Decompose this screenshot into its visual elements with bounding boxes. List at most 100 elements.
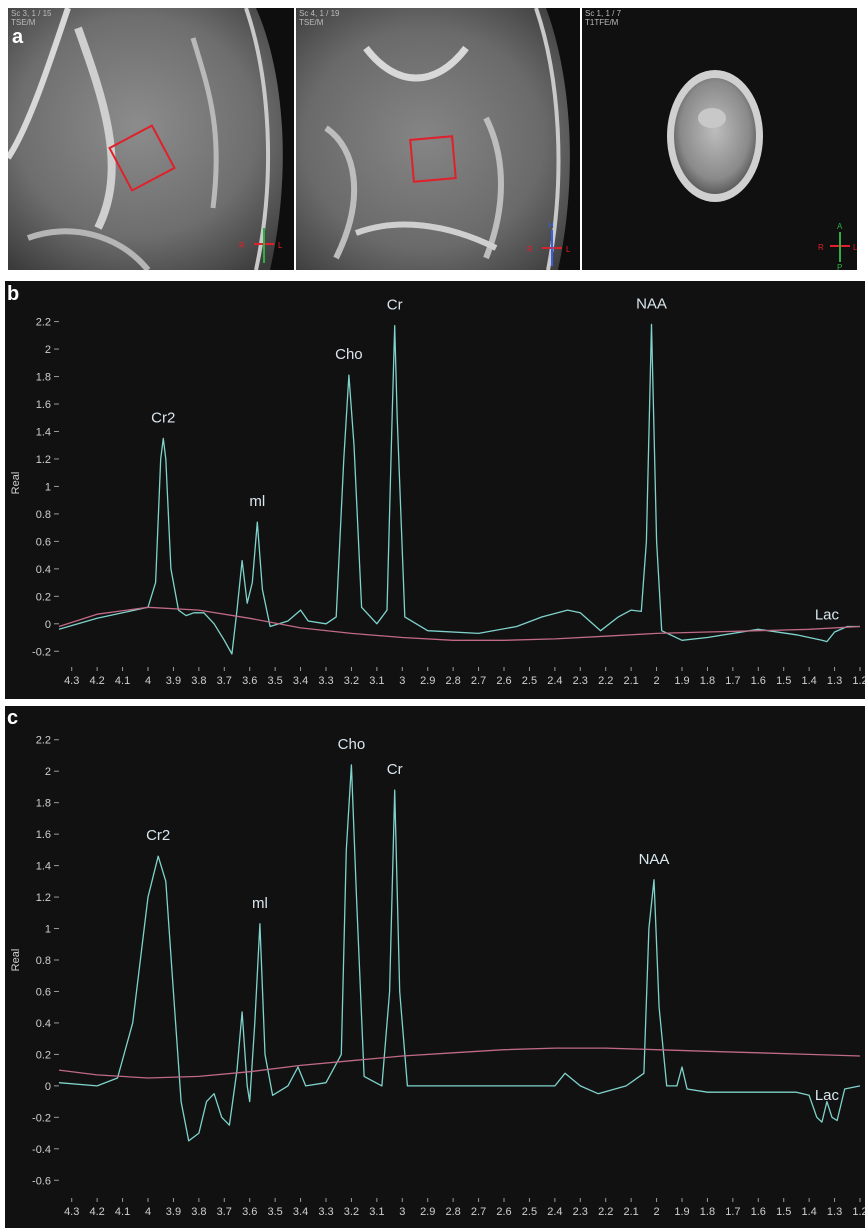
- x-tick-label: 1.5: [776, 675, 791, 687]
- x-tick-label: 3.7: [217, 1206, 232, 1218]
- y-tick-label: 1.8: [36, 372, 51, 384]
- spectrum-chart-c: -0.6 -0.4 -0.2 0 0.2 0.4 0.6 0.8 1 1.2 1.4 1.6 1.8 2 2…: [10, 735, 865, 1218]
- orientation-right: R: [818, 243, 824, 252]
- x-tick-label: 4.3: [64, 675, 79, 687]
- y-tick-label: 1.4: [36, 861, 51, 873]
- series-label: Sc 4, 1 / 19 TSE/M: [299, 9, 340, 27]
- x-tick-label: 2.5: [522, 1206, 537, 1218]
- orientation-right: R: [239, 241, 245, 250]
- spectrum-chart-b: -0.2 0 0.2 0.4 0.6 0.8 1 1.2 1.4 1.6 1.8 2 2.2 4.3 4.2…: [10, 295, 865, 687]
- x-tick-label: 4: [145, 1206, 151, 1218]
- x-tick-label: 3.1: [369, 1206, 384, 1218]
- x-tick-label: 3.5: [267, 1206, 282, 1218]
- x-tick-label: 1.6: [751, 675, 766, 687]
- x-tick-label: 2.5: [522, 675, 537, 687]
- x-tick-label: 3.4: [293, 675, 308, 687]
- x-tick-label: 1.8: [700, 675, 715, 687]
- y-tick-label: 2.2: [36, 317, 51, 329]
- peak-label: Cr2: [146, 827, 170, 844]
- peak-label: Cho: [335, 346, 363, 363]
- x-tick-label: 3.1: [369, 675, 384, 687]
- x-tick-label: 2.6: [496, 1206, 511, 1218]
- x-tick-label: 1.2: [852, 1206, 865, 1218]
- x-tick-label: 1.2: [852, 675, 865, 687]
- y-tick-label: -0.4: [32, 1144, 51, 1156]
- x-tick-label: 1.4: [801, 675, 816, 687]
- peak-label: Cr: [387, 761, 403, 778]
- peak-label: NAA: [636, 295, 667, 312]
- x-tick-label: 3.5: [267, 675, 282, 687]
- mri-axial-image: R L Sc 3, 1 / 15 TSE/M a: [8, 8, 294, 270]
- orientation-posterior: P: [837, 263, 842, 270]
- y-tick-label: 1: [45, 481, 51, 493]
- x-tick-label: 3.4: [293, 1206, 308, 1218]
- x-tick-label: 3.2: [344, 675, 359, 687]
- y-tick-label: 1.8: [36, 798, 51, 810]
- x-tick-label: 4.1: [115, 675, 130, 687]
- y-tick-label: 0: [45, 1081, 51, 1093]
- x-tick-label: 1.3: [827, 675, 842, 687]
- y-tick-label: 2.2: [36, 735, 51, 747]
- x-tick-label: 3.9: [166, 675, 181, 687]
- orientation-left: L: [278, 241, 283, 250]
- x-tick-label: 3: [399, 675, 405, 687]
- mri-axial-picture: R L: [8, 8, 294, 270]
- peak-label: NAA: [639, 851, 670, 868]
- mri-coronal-image: H R L Sc 4, 1 / 19 TSE/M: [296, 8, 580, 270]
- baseline-fit-line: [58, 1047, 861, 1079]
- y-tick-label: 0.6: [36, 536, 51, 548]
- roi-box: [409, 135, 457, 183]
- y-tick-label: 0.4: [36, 1018, 51, 1030]
- orientation-head: H: [548, 221, 554, 230]
- x-tick-label: 1.7: [725, 1206, 740, 1218]
- x-tick-label: 2: [654, 1206, 660, 1218]
- x-tick-label: 1.9: [674, 1206, 689, 1218]
- spectrum-line: [58, 764, 861, 1142]
- x-tick-label: 2: [654, 675, 660, 687]
- y-tick-label: 0.8: [36, 955, 51, 967]
- orientation-marker: H R L: [527, 221, 571, 266]
- peak-label: Lac: [815, 607, 840, 624]
- x-tick-label: 2.8: [445, 1206, 460, 1218]
- x-tick-label: 2.3: [573, 1206, 588, 1218]
- x-tick-label: 3.8: [191, 1206, 206, 1218]
- panel-letter-a: a: [12, 26, 24, 48]
- x-tick-label: 2.9: [420, 1206, 435, 1218]
- peak-label: ml: [249, 493, 265, 510]
- y-tick-label: 1.2: [36, 892, 51, 904]
- y-tick-label: 1.2: [36, 454, 51, 466]
- x-tick-label: 3.6: [242, 1206, 257, 1218]
- x-tick-label: 1.8: [700, 1206, 715, 1218]
- mri-localizer-picture: A P R L: [667, 70, 857, 270]
- x-tick-label: 3.2: [344, 1206, 359, 1218]
- y-tick-label: 2: [45, 344, 51, 356]
- x-tick-label: 2.4: [547, 1206, 562, 1218]
- x-tick-label: 2.9: [420, 675, 435, 687]
- spectrum-panel-b: -0.2 0 0.2 0.4 0.6 0.8 1 1.2 1.4 1.6 1.8 2 2.2 4.3 4.2…: [5, 281, 865, 699]
- y-tick-label: -0.2: [32, 646, 51, 658]
- x-tick-label: 4.2: [89, 1206, 104, 1218]
- x-tick-label: 4: [145, 675, 151, 687]
- y-tick-label: -0.6: [32, 1175, 51, 1187]
- series-label: Sc 1, 1 / 7 T1TFE/M: [585, 9, 622, 27]
- x-tick-label: 1.7: [725, 675, 740, 687]
- y-tick-label: 0.8: [36, 509, 51, 521]
- y-tick-label: 0.2: [36, 1049, 51, 1061]
- y-axis-title: Real: [10, 472, 22, 495]
- x-tick-label: 3.9: [166, 1206, 181, 1218]
- x-tick-label: 2.6: [496, 675, 511, 687]
- x-tick-label: 4.3: [64, 1206, 79, 1218]
- spectrum-panel-c: -0.6 -0.4 -0.2 0 0.2 0.4 0.6 0.8 1 1.2 1.4 1.6 1.8 2 2…: [5, 706, 865, 1228]
- x-tick-label: 3.7: [217, 675, 232, 687]
- x-tick-label: 3.3: [318, 675, 333, 687]
- y-tick-label: 1: [45, 924, 51, 936]
- panel-letter-c: c: [7, 707, 19, 729]
- orientation-marker: R L: [239, 228, 283, 263]
- x-tick-label: 1.6: [751, 1206, 766, 1218]
- x-tick-label: 2.7: [471, 1206, 486, 1218]
- peak-label: Cr: [387, 297, 403, 314]
- x-tick-label: 2.2: [598, 1206, 613, 1218]
- x-tick-label: 2.7: [471, 675, 486, 687]
- x-tick-label: 2.1: [623, 1206, 638, 1218]
- spectrum-line: [58, 323, 860, 655]
